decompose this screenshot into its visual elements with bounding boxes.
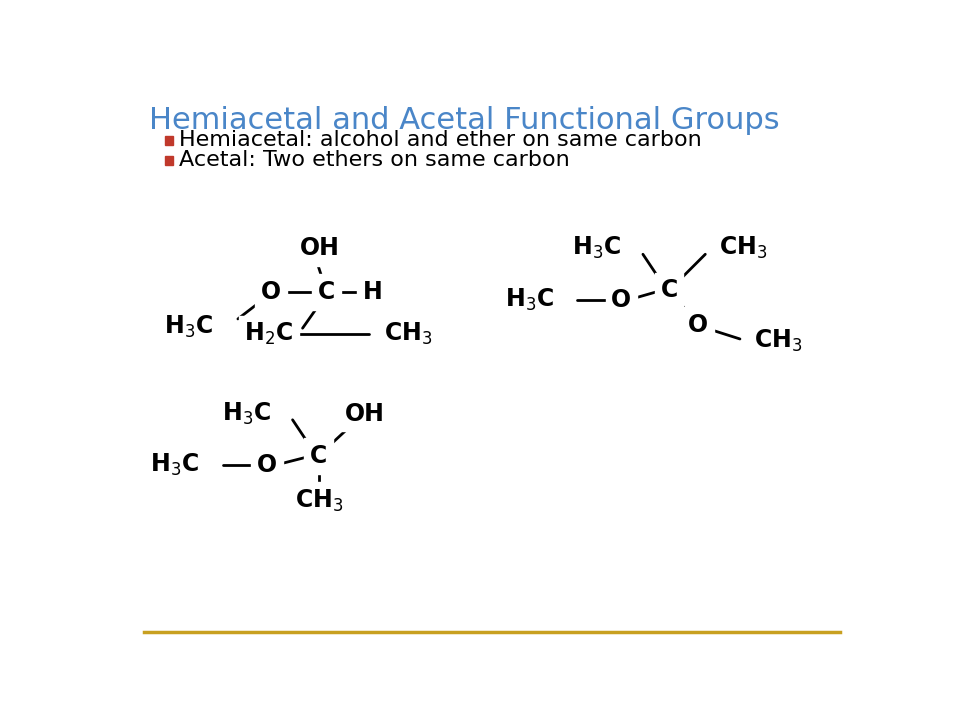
Text: H$_2$C: H$_2$C xyxy=(245,321,294,348)
Text: O: O xyxy=(257,454,277,477)
Text: O: O xyxy=(612,288,632,312)
Text: H$_3$C: H$_3$C xyxy=(164,313,213,340)
Text: O: O xyxy=(261,280,281,304)
Text: C: C xyxy=(310,444,327,468)
Bar xyxy=(165,136,173,145)
Text: H: H xyxy=(363,280,382,304)
Text: CH$_3$: CH$_3$ xyxy=(754,328,803,354)
Text: H$_3$C: H$_3$C xyxy=(222,400,271,427)
Text: Acetal: Two ethers on same carbon: Acetal: Two ethers on same carbon xyxy=(180,150,570,171)
Text: OH: OH xyxy=(345,402,385,426)
Text: Hemiacetal and Acetal Functional Groups: Hemiacetal and Acetal Functional Groups xyxy=(150,106,780,135)
Text: O: O xyxy=(688,313,708,337)
Bar xyxy=(165,156,173,165)
Text: CH$_3$: CH$_3$ xyxy=(384,321,433,348)
Text: C: C xyxy=(660,279,678,302)
Text: H$_3$C: H$_3$C xyxy=(505,287,554,312)
Text: H$_3$C: H$_3$C xyxy=(151,452,200,478)
Text: Hemiacetal: alcohol and ether on same carbon: Hemiacetal: alcohol and ether on same ca… xyxy=(180,130,702,150)
Text: CH$_3$: CH$_3$ xyxy=(719,235,768,261)
Text: C: C xyxy=(318,280,335,304)
Text: H$_3$C: H$_3$C xyxy=(572,235,621,261)
Text: OH: OH xyxy=(300,236,340,260)
Text: CH$_3$: CH$_3$ xyxy=(295,487,343,514)
